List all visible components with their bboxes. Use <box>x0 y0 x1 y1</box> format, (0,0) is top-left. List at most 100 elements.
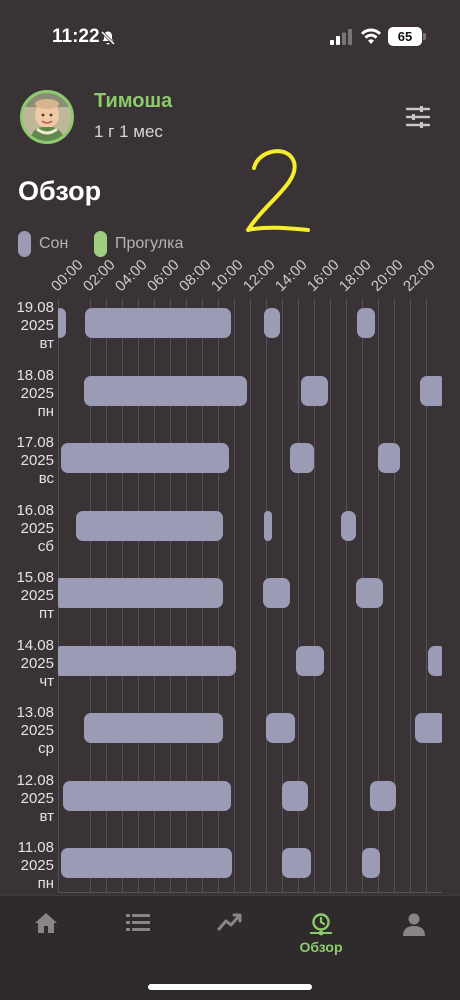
time-tick: 20:00 <box>367 256 407 295</box>
time-tick: 06:00 <box>143 256 183 295</box>
page-title: Обзор <box>18 176 102 206</box>
signal-icon <box>330 29 352 45</box>
legend-dot-walk <box>94 231 107 257</box>
day-label: 14.08 2025 чт <box>0 637 54 691</box>
sleep-bar[interactable] <box>419 375 442 406</box>
time-tick: 16:00 <box>303 256 343 295</box>
tab-trends[interactable] <box>200 912 260 962</box>
day-label: 13.08 2025 ср <box>0 704 54 758</box>
legend-item-walk: Прогулка <box>94 231 183 257</box>
sleep-bar[interactable] <box>58 578 223 608</box>
list-icon <box>126 914 150 931</box>
sleep-bar[interactable] <box>83 713 223 743</box>
sleep-bar[interactable] <box>290 443 314 473</box>
avatar[interactable] <box>20 90 74 144</box>
sleep-bar[interactable] <box>62 780 231 811</box>
sleep-bar[interactable] <box>61 443 230 473</box>
battery-tip <box>423 33 426 40</box>
sleep-bar[interactable] <box>282 780 308 811</box>
sleep-bar[interactable] <box>58 645 236 676</box>
status-bar: 11:22 65 <box>0 0 460 70</box>
home-indicator[interactable] <box>148 984 312 990</box>
sleep-bar[interactable] <box>61 848 233 878</box>
sleep-bar[interactable] <box>427 645 442 676</box>
sleep-bar[interactable] <box>85 308 231 338</box>
grid-line <box>250 299 251 893</box>
grid-line <box>298 299 299 893</box>
sleep-bar[interactable] <box>75 510 223 541</box>
sleep-bar[interactable] <box>378 443 401 473</box>
child-name: Тимоша <box>94 90 173 112</box>
day-label-date: 18.08 <box>16 366 54 384</box>
sleep-bar[interactable] <box>83 375 247 406</box>
tab-overview-label: Обзор <box>299 939 343 955</box>
day-label-weekday: пн <box>37 875 54 892</box>
sleep-bar[interactable] <box>264 510 273 541</box>
tab-home[interactable] <box>16 912 76 962</box>
sleep-bar[interactable] <box>370 780 396 811</box>
grid-line <box>234 299 235 893</box>
sleep-bar[interactable] <box>357 308 375 338</box>
day-label-weekday: сб <box>37 537 54 555</box>
sleep-bar[interactable] <box>282 848 311 878</box>
sliders-icon[interactable] <box>406 106 430 128</box>
sleep-bar[interactable] <box>362 848 380 878</box>
clock-timeline-icon <box>310 913 332 936</box>
time-tick: 22:00 <box>399 256 439 295</box>
day-label-year: 2025 <box>20 587 54 604</box>
sleep-bar[interactable] <box>264 308 281 338</box>
sleep-bar[interactable] <box>301 375 329 406</box>
sleep-bar[interactable] <box>266 713 295 743</box>
sleep-timeline-grid <box>58 299 442 893</box>
day-label-weekday: ср <box>38 740 54 757</box>
day-label-date: 12.08 <box>16 771 54 789</box>
day-label-date: 13.08 <box>16 704 54 721</box>
day-label-year: 2025 <box>20 452 54 469</box>
day-label-year: 2025 <box>20 722 54 739</box>
sleep-bar[interactable] <box>355 578 383 608</box>
sleep-bar[interactable] <box>296 645 324 676</box>
day-label-weekday: пт <box>39 605 54 622</box>
legend-label-sleep: Сон <box>39 235 69 252</box>
tab-profile[interactable] <box>384 912 444 962</box>
grid-line <box>314 299 315 893</box>
time-tick: 00:00 <box>47 256 87 295</box>
day-label-weekday: вс <box>38 470 54 487</box>
bell-off-icon <box>100 30 116 46</box>
day-label: 12.08 2025 вт <box>0 772 54 826</box>
sleep-bar[interactable] <box>262 578 290 608</box>
day-label: 18.08 2025 пн <box>0 367 54 421</box>
time-tick: 08:00 <box>175 256 215 295</box>
avatar-photo <box>23 93 71 141</box>
tab-bar: Обзор <box>0 895 460 1000</box>
time-tick: 14:00 <box>271 256 311 295</box>
day-label-weekday: вт <box>39 335 54 352</box>
day-label: 19.08 2025 вт <box>0 299 54 353</box>
tab-overview[interactable]: Обзор <box>291 912 351 962</box>
day-label: 17.08 2025 вс <box>0 434 54 488</box>
day-label-date: 15.08 <box>16 569 54 586</box>
day-label-weekday: пн <box>37 402 54 420</box>
home-icon <box>35 913 57 933</box>
sleep-bar[interactable] <box>341 510 356 541</box>
day-label: 15.08 2025 пт <box>0 569 54 623</box>
child-age: 1 г 1 мес <box>94 122 163 141</box>
day-label-date: 11.08 <box>17 839 54 856</box>
day-label: 16.08 2025 сб <box>0 502 54 556</box>
sleep-bar[interactable] <box>414 713 442 743</box>
sleep-bar[interactable] <box>58 308 66 338</box>
time-tick: 18:00 <box>335 256 375 295</box>
annotation-2 <box>246 149 310 232</box>
time-tick: 02:00 <box>79 256 119 295</box>
battery-level: 65 <box>388 27 422 46</box>
day-label-year: 2025 <box>20 789 54 807</box>
legend-dot-sleep <box>18 231 31 257</box>
legend-item-sleep: Сон <box>18 231 68 257</box>
legend-label-walk: Прогулка <box>115 235 184 252</box>
day-label-year: 2025 <box>20 654 54 672</box>
tab-list[interactable] <box>108 912 168 962</box>
day-label-weekday: чт <box>39 672 54 690</box>
day-label-year: 2025 <box>20 317 54 334</box>
grid-line <box>330 299 331 893</box>
day-label: 11.08 2025 пн <box>0 839 54 893</box>
